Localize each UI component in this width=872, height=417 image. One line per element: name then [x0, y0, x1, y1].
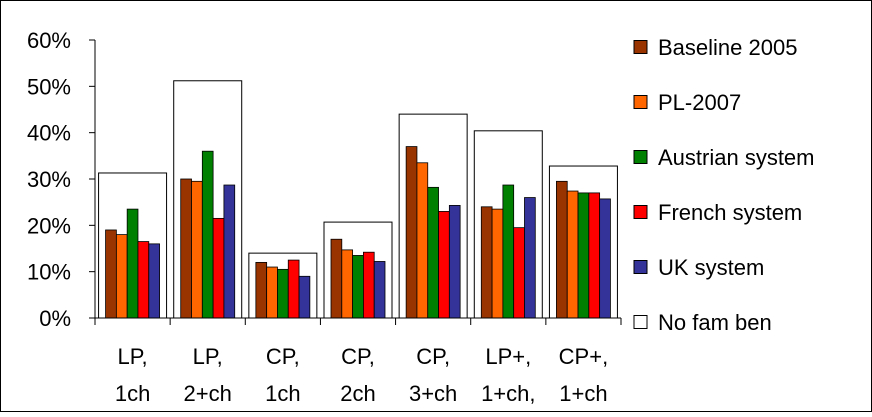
bar-austrian-system: [427, 186, 439, 319]
bar-austrian-system: [126, 208, 139, 319]
x-tick-label: 2ch: [340, 381, 375, 406]
legend-swatch: [633, 315, 648, 329]
legend-swatch: [633, 95, 648, 109]
x-tick-label: CP,: [266, 344, 300, 369]
y-tick-label: 30%: [27, 167, 71, 192]
bar-french-system: [362, 251, 375, 319]
legend-label: No fam ben: [658, 310, 772, 335]
legend-label: UK system: [658, 255, 764, 280]
x-tick-label: CP,: [416, 344, 450, 369]
bar-baseline-2005: [405, 146, 418, 319]
bar-pl-2007: [416, 162, 429, 319]
bar-baseline-2005: [255, 261, 268, 319]
x-tick-label: LP,: [193, 344, 223, 369]
y-tick-label: 40%: [27, 121, 71, 146]
bar-french-system: [287, 259, 300, 319]
x-tick-label: 1+ch: [559, 381, 607, 406]
legend-label: Baseline 2005: [658, 35, 797, 60]
x-tick-label: 2+ch: [184, 381, 232, 406]
bar-baseline-2005: [480, 206, 493, 319]
bar-pl-2007: [491, 208, 504, 319]
bar-uk-system: [599, 198, 611, 319]
y-tick-label: 0%: [39, 306, 71, 331]
x-tick-label: LP,: [117, 344, 147, 369]
bar-french-system: [212, 217, 225, 319]
bar-pl-2007: [115, 234, 128, 319]
bar-austrian-system: [277, 268, 289, 319]
bar-uk-system: [373, 261, 386, 319]
legend-swatch: [633, 260, 648, 274]
bar-baseline-2005: [105, 229, 117, 319]
x-tick-label: 1ch: [265, 381, 300, 406]
y-tick-label: 10%: [27, 260, 71, 285]
legend-label: French system: [658, 200, 802, 225]
bar-austrian-system: [577, 192, 590, 319]
y-tick-label: 60%: [27, 28, 71, 53]
legend-swatch: [633, 205, 648, 219]
legend-swatch: [633, 150, 648, 164]
x-tick-label: 1ch: [115, 381, 150, 406]
legend-swatch: [633, 40, 648, 54]
bar-austrian-system: [502, 184, 515, 319]
bar-pl-2007: [191, 180, 203, 319]
x-tick-label: 1+ch,: [481, 381, 535, 406]
bar-pl-2007: [341, 249, 353, 319]
bar-baseline-2005: [180, 178, 192, 319]
bar-french-system: [137, 241, 150, 319]
bar-austrian-system: [201, 150, 214, 319]
bar-baseline-2005: [556, 180, 568, 319]
bar-uk-system: [298, 275, 311, 319]
legend: Baseline 2005 PL-2007 Austrian system Frenc…: [633, 35, 815, 335]
bar-baseline-2005: [330, 238, 343, 319]
bar-uk-system: [524, 197, 536, 319]
bar-french-system: [438, 211, 450, 319]
legend-label: PL-2007: [658, 90, 741, 115]
bar-uk-system: [148, 243, 160, 319]
x-tick-label: CP+,: [559, 344, 609, 369]
legend-label: Austrian system: [658, 145, 815, 170]
bar-austrian-system: [352, 255, 364, 319]
bar-pl-2007: [566, 190, 579, 319]
x-tick-label: 3+ch: [409, 381, 457, 406]
y-tick-label: 20%: [27, 213, 71, 238]
bar-french-system: [588, 192, 601, 319]
bar-french-system: [513, 227, 525, 319]
plot-area: 0% 10% 20% 30% 40% 50% 60% LP, 1ch LP, 2+ch CP, 1ch C…: [27, 28, 622, 406]
bar-uk-system: [223, 184, 236, 319]
x-tick-label: LP+,: [485, 344, 531, 369]
bar-uk-system: [448, 205, 461, 319]
bar-pl-2007: [266, 266, 278, 319]
y-tick-label: 50%: [27, 74, 71, 99]
x-tick-label: CP,: [341, 344, 375, 369]
